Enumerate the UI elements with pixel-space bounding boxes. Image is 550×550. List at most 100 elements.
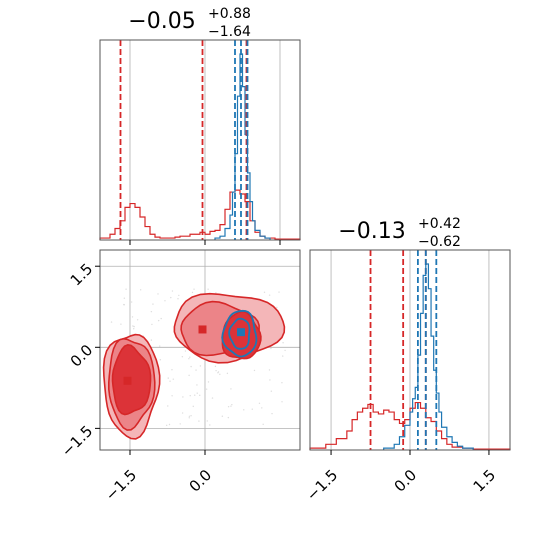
contour-scatter-point <box>268 369 271 371</box>
contour-scatter-point <box>278 291 280 293</box>
contour-scatter-point <box>262 423 264 426</box>
contour-scatter-point <box>171 395 173 397</box>
contour-scatter-point <box>215 292 217 294</box>
contour-scatter-point <box>268 294 271 296</box>
contour-scatter-point <box>157 319 160 322</box>
contour-scatter-point <box>164 300 166 302</box>
contour-frame <box>99 249 301 451</box>
contour-scatter-point <box>178 294 180 297</box>
contour-scatter-point <box>281 382 283 384</box>
contour-scatter-point <box>207 381 210 383</box>
contour-scatter-point <box>123 303 125 306</box>
contour-scatter-point <box>157 293 159 295</box>
histogram-panel-bottom-right: −1.5 0.0 1.5 −0.13 +0.42 −0.62 <box>303 216 511 504</box>
contour-blue-contour-1 <box>228 317 251 350</box>
contour-scatter-point <box>227 416 230 419</box>
contour-scatter-point <box>168 423 171 426</box>
contour-scatter-point <box>133 328 135 330</box>
contour-scatter-point <box>227 406 230 408</box>
contour-scatter-point <box>139 289 142 291</box>
contour-scatter-point <box>284 349 286 352</box>
hist-top-series-0 <box>99 189 301 240</box>
contour-scatter-point <box>171 290 174 292</box>
contour-scatter-point <box>276 306 278 309</box>
hist-top-frame <box>99 39 301 241</box>
contour-scatter-point <box>189 394 191 397</box>
contour-scatter-point <box>196 384 198 386</box>
contour-scatter-point <box>205 388 208 390</box>
hist-right-xtick-label-0: −1.5 <box>303 466 341 504</box>
contour-scatter-point <box>199 365 202 367</box>
hist-right-title-value: −0.13 <box>338 219 405 244</box>
contour-scatter-point <box>231 403 233 406</box>
contour-scatter-point <box>215 369 217 372</box>
contour-ytick-label-1: 0.0 <box>67 341 97 371</box>
contour-blue-contour-0 <box>221 309 258 358</box>
contour-scatter-point <box>209 424 211 426</box>
contour-scatter-point <box>152 303 154 305</box>
contour-scatter-point <box>165 424 168 427</box>
contour-scatter-point <box>226 372 229 375</box>
contour-scatter-point <box>214 365 217 368</box>
contour-scatter-point <box>195 369 197 371</box>
contour-scatter-point <box>281 401 283 403</box>
contour-scatter-point <box>219 373 221 376</box>
contour-scatter-point <box>110 321 113 323</box>
contour-scatter-point <box>160 317 162 320</box>
contour-scatter-point <box>172 378 175 380</box>
contour-scatter-point <box>230 388 232 390</box>
hist-right-series-1 <box>383 263 474 450</box>
contour-scatter-point <box>282 355 284 357</box>
contour-scatter-point <box>123 297 126 299</box>
hist-right-title-minus: −0.62 <box>418 234 461 250</box>
histogram-panel-top-left: −0.05 +0.88 −1.64 <box>99 6 301 245</box>
contour-scatter-point <box>282 342 284 344</box>
contour-scatter-point <box>182 396 184 398</box>
hist-right-series-0 <box>309 401 511 450</box>
contour-scatter-point <box>171 369 173 371</box>
contour-scatter-point <box>150 339 153 341</box>
contour-scatter-point <box>261 407 263 409</box>
contour-panel-bottom-left: −1.5 0.0 −1.5 0.0 1.5 <box>58 240 301 504</box>
contour-scatter-point <box>190 365 192 368</box>
contour-scatter-point <box>159 345 161 347</box>
contour-scatter-point <box>188 417 190 419</box>
contour-scatter-point <box>159 359 162 361</box>
contour-scatter-point <box>184 350 187 352</box>
contour-scatter-point <box>271 412 273 415</box>
contour-scatter-point <box>217 372 219 374</box>
contour-scatter-point <box>150 310 153 313</box>
contour-scatter-point <box>130 301 133 303</box>
contour-scatter-point <box>177 298 179 300</box>
contour-scatter-point <box>190 415 192 417</box>
contour-scatter-point <box>253 369 256 372</box>
contour-scatter-point <box>167 405 169 407</box>
contour-scatter-point <box>133 325 135 328</box>
contour-scatter-point <box>199 394 201 397</box>
contour-scatter-point <box>251 408 253 410</box>
contour-scatter-point <box>206 420 208 422</box>
contour-scatter-point <box>211 397 214 399</box>
contour-scatter-point <box>136 319 139 321</box>
contour-scatter-point <box>230 405 232 407</box>
contour-scatter-point <box>258 402 261 405</box>
contour-marker-2 <box>237 328 245 337</box>
contour-ytick-label-0: −1.5 <box>58 422 96 460</box>
contour-scatter-point <box>170 296 172 299</box>
contour-scatter-point <box>131 316 134 318</box>
contour-scatter-point <box>198 420 200 422</box>
contour-xtick-label-0: −1.5 <box>102 466 140 504</box>
contour-scatter-point <box>188 374 190 377</box>
contour-scatter-point <box>204 368 206 370</box>
hist-top-title-minus: −1.64 <box>208 24 251 40</box>
contour-scatter-point <box>221 415 224 417</box>
contour-scatter-point <box>189 356 191 358</box>
contour-scatter-point <box>181 356 184 358</box>
contour-scatter-point <box>269 379 271 381</box>
contour-scatter-point <box>263 291 266 293</box>
contour-xtick-label-1: 0.0 <box>186 466 216 496</box>
contour-scatter-point <box>188 415 191 417</box>
contour-scatter-point <box>270 347 272 350</box>
contour-ytick-label-2: 1.5 <box>67 260 97 290</box>
